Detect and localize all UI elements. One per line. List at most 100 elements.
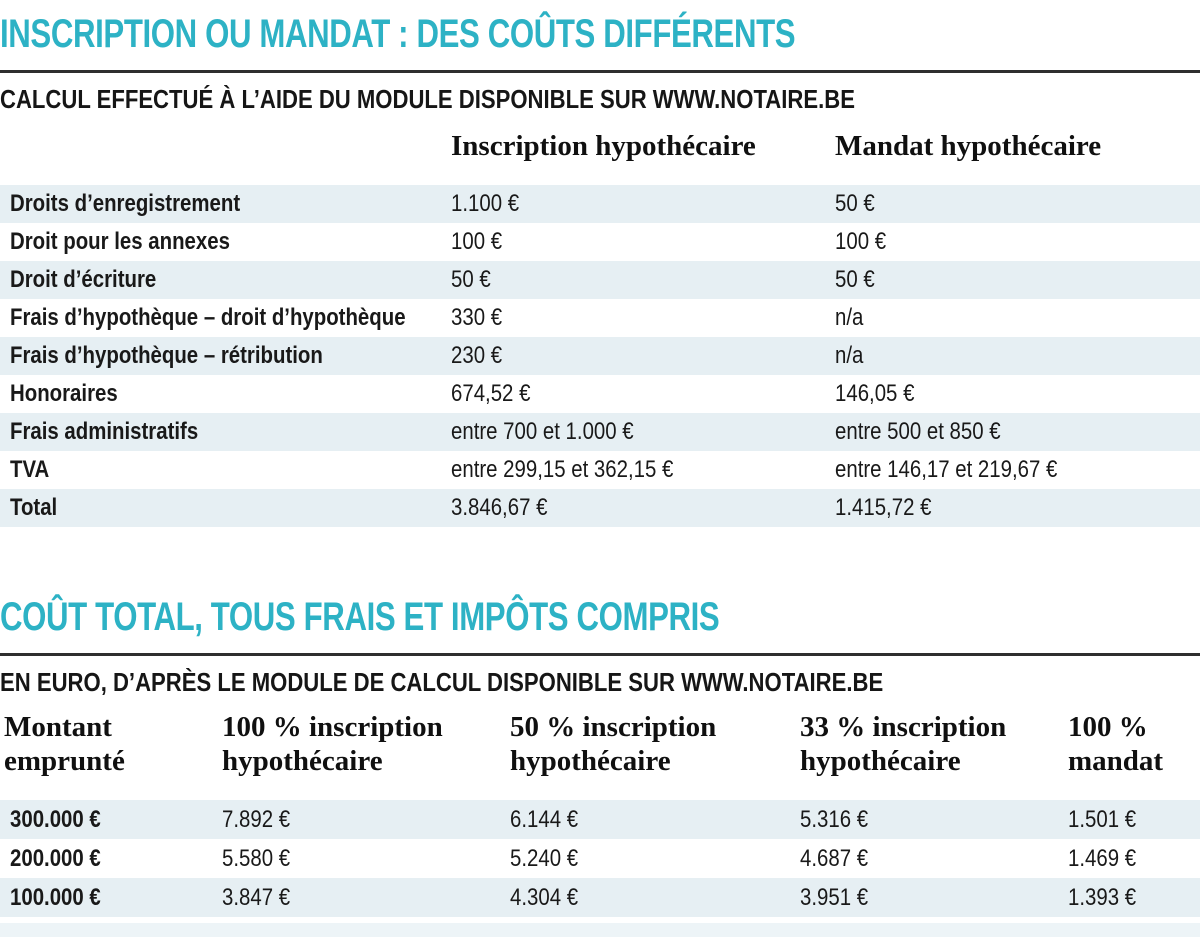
section-cout-total: COÛT TOTAL, TOUS FRAIS ET IMPÔTS COMPRIS…	[0, 583, 1200, 937]
row-label: Frais administratifs	[10, 418, 199, 445]
inscription-value-cell: 674,52 €	[451, 380, 835, 408]
mandat-value-cell: 50 €	[835, 266, 1200, 294]
mandat-value-cell: n/a	[835, 304, 1200, 332]
section2-subtitle: EN EURO, D’APRÈS LE MODULE DE CALCUL DIS…	[0, 668, 1200, 696]
section1-subtitle: CALCUL EFFECTUÉ À L’AIDE DU MODULE DISPO…	[0, 85, 1200, 113]
value-cell-50-inscription: 4.304 €	[510, 884, 800, 912]
inscription-value: entre 299,15 et 362,15 €	[451, 456, 674, 483]
inscription-value-cell: entre 700 et 1.000 €	[451, 418, 835, 446]
value-cell-100-inscription: 5.580 €	[222, 845, 510, 873]
cost-value: 7.892 €	[222, 805, 291, 833]
mandat-value: entre 500 et 850 €	[835, 418, 1001, 445]
section-inscription-vs-mandat: INSCRIPTION OU MANDAT : DES COÛTS DIFFÉR…	[0, 0, 1200, 527]
table-row: 300.000 € 7.892 € 6.144 € 5.316 € 1.501 …	[0, 800, 1200, 839]
row-label: TVA	[10, 456, 50, 483]
row-label-cell: TVA	[0, 456, 451, 484]
table2-header-50-inscription: 50 % inscription hypothécaire	[510, 710, 800, 778]
mandat-value-cell: 50 €	[835, 190, 1200, 218]
value-cell-100-inscription: 7.892 €	[222, 806, 510, 834]
table2-header-row: Montant emprunté 100 % inscription hypot…	[0, 710, 1200, 790]
mandat-value-cell: 1.415,72 €	[835, 494, 1200, 522]
montant-label: 300.000 €	[10, 805, 101, 833]
mandat-value-cell: 100 €	[835, 228, 1200, 256]
mandat-value-cell: entre 146,17 et 219,67 €	[835, 456, 1200, 484]
inscription-value: 100 €	[451, 228, 503, 255]
montant-cell: 100.000 €	[0, 884, 222, 912]
mandat-value-cell: 146,05 €	[835, 380, 1200, 408]
header-text: Montant emprunté	[4, 711, 125, 777]
row-label-cell: Frais administratifs	[0, 418, 451, 446]
mandat-value: entre 146,17 et 219,67 €	[835, 456, 1058, 483]
value-cell-33-inscription: 4.687 €	[800, 845, 1068, 873]
table1-header-row: Inscription hypothécaire Mandat hypothéc…	[0, 129, 1200, 185]
table1-header-inscription: Inscription hypothécaire	[451, 130, 756, 162]
row-label: Total	[10, 494, 58, 521]
row-label-cell: Frais d’hypothèque – droit d’hypothèque	[0, 304, 451, 332]
table-row: Droits d’enregistrement 1.100 € 50 €	[0, 185, 1200, 223]
table-row: 200.000 € 5.580 € 5.240 € 4.687 € 1.469 …	[0, 839, 1200, 878]
cost-value: 1.501 €	[1068, 805, 1137, 833]
table2-header-montant: Montant emprunté	[0, 710, 222, 778]
inscription-value-cell: 1.100 €	[451, 190, 835, 218]
inscription-value: 1.100 €	[451, 190, 520, 217]
value-cell-50-inscription: 6.144 €	[510, 806, 800, 834]
table-row: TVA entre 299,15 et 362,15 € entre 146,1…	[0, 451, 1200, 489]
section1-title: INSCRIPTION OU MANDAT : DES COÛTS DIFFÉR…	[0, 0, 1200, 58]
mandat-value: 146,05 €	[835, 380, 915, 407]
table2-header-100-inscription: 100 % inscription hypothécaire	[222, 710, 510, 778]
cost-value: 4.304 €	[510, 883, 579, 911]
inscription-value-cell: 50 €	[451, 266, 835, 294]
mandat-value-cell: entre 500 et 850 €	[835, 418, 1200, 446]
cost-value: 1.393 €	[1068, 883, 1137, 911]
row-label: Frais d’hypothèque – droit d’hypothèque	[10, 304, 406, 331]
value-cell-50-inscription: 5.240 €	[510, 845, 800, 873]
row-label-cell: Droit pour les annexes	[0, 228, 451, 256]
mandat-value-cell: n/a	[835, 342, 1200, 370]
header-text: 33 % inscription hypothécaire	[800, 711, 1007, 777]
table-row: Droit d’écriture 50 € 50 €	[0, 261, 1200, 299]
cost-value: 6.144 €	[510, 805, 579, 833]
header-text: 100 % mandat	[1068, 711, 1164, 777]
inscription-value: entre 700 et 1.000 €	[451, 418, 634, 445]
inscription-value-cell: 3.846,67 €	[451, 494, 835, 522]
mandat-value: 50 €	[835, 190, 875, 217]
section2-subtitle-text: EN EURO, D’APRÈS LE MODULE DE CALCUL DIS…	[0, 667, 884, 697]
table-row: Droit pour les annexes 100 € 100 €	[0, 223, 1200, 261]
cost-value: 5.580 €	[222, 844, 291, 872]
table-row-total: Total 3.846,67 € 1.415,72 €	[0, 489, 1200, 527]
row-label-cell: Frais d’hypothèque – rétribution	[0, 342, 451, 370]
table-row: Frais administratifs entre 700 et 1.000 …	[0, 413, 1200, 451]
row-label: Frais d’hypothèque – rétribution	[10, 342, 323, 369]
mandat-value: n/a	[835, 304, 864, 331]
inscription-value: 50 €	[451, 266, 491, 293]
table-row: Frais d’hypothèque – rétribution 230 € n…	[0, 337, 1200, 375]
inscription-value: 3.846,67 €	[451, 494, 548, 521]
cost-value: 5.316 €	[800, 805, 869, 833]
table2-header-100-mandat: 100 % mandat	[1068, 710, 1200, 778]
value-cell-33-inscription: 3.951 €	[800, 884, 1068, 912]
montant-cell: 300.000 €	[0, 806, 222, 834]
inscription-value: 330 €	[451, 304, 503, 331]
table2-body: 300.000 € 7.892 € 6.144 € 5.316 € 1.501 …	[0, 800, 1200, 917]
montant-label: 100.000 €	[10, 883, 101, 911]
table2-header-33-inscription: 33 % inscription hypothécaire	[800, 710, 1068, 778]
partial-row-stripe	[0, 923, 1200, 937]
table-row: 100.000 € 3.847 € 4.304 € 3.951 € 1.393 …	[0, 878, 1200, 917]
row-label: Droit pour les annexes	[10, 228, 230, 255]
montant-label: 200.000 €	[10, 844, 101, 872]
table1-body: Droits d’enregistrement 1.100 € 50 € Dro…	[0, 185, 1200, 527]
inscription-value-cell: 230 €	[451, 342, 835, 370]
header-text: 50 % inscription hypothécaire	[510, 711, 717, 777]
row-label: Honoraires	[10, 380, 118, 407]
row-label-cell: Droits d’enregistrement	[0, 190, 451, 218]
montant-cell: 200.000 €	[0, 845, 222, 873]
row-label-cell: Honoraires	[0, 380, 451, 408]
inscription-value: 674,52 €	[451, 380, 531, 407]
inscription-value-cell: entre 299,15 et 362,15 €	[451, 456, 835, 484]
cost-value: 3.951 €	[800, 883, 869, 911]
value-cell-100-mandat: 1.501 €	[1068, 806, 1200, 834]
inscription-value: 230 €	[451, 342, 503, 369]
mandat-value: 1.415,72 €	[835, 494, 932, 521]
header-text: 100 % inscription hypothécaire	[222, 711, 443, 777]
inscription-value-cell: 330 €	[451, 304, 835, 332]
